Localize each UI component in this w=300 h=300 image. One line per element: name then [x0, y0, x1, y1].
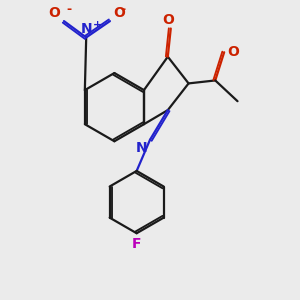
Text: O: O [49, 6, 60, 20]
Text: F: F [132, 237, 141, 251]
Text: -: - [120, 3, 125, 16]
Text: N: N [136, 141, 148, 155]
Text: O: O [163, 13, 174, 27]
Text: -: - [66, 3, 71, 16]
Text: N: N [80, 22, 92, 36]
Text: +: + [93, 20, 102, 30]
Text: O: O [228, 45, 240, 59]
Text: O: O [113, 6, 125, 20]
